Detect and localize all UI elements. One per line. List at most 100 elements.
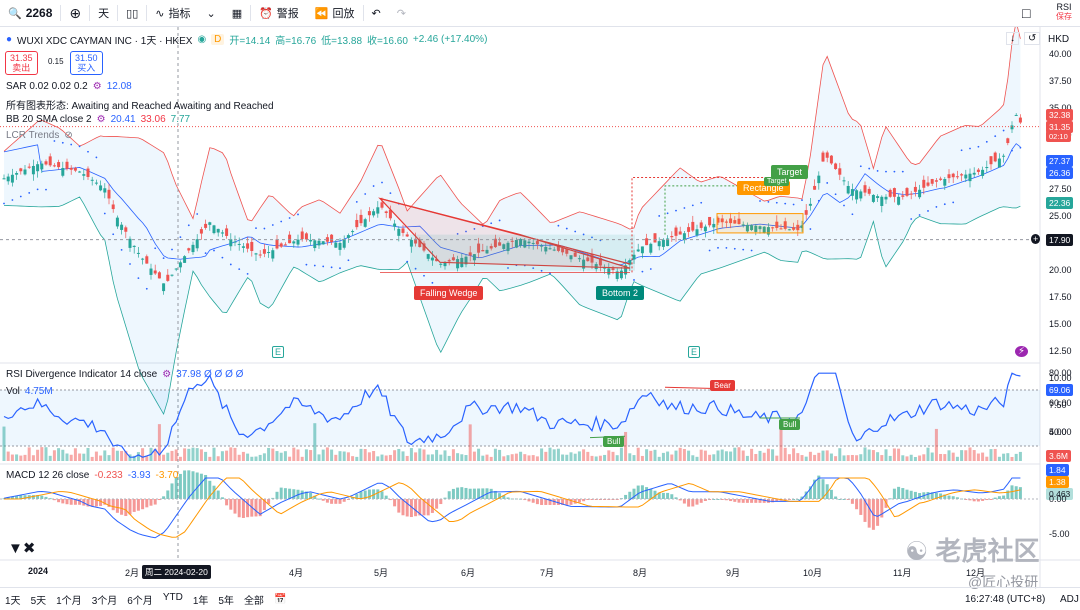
volume-bar xyxy=(758,450,762,461)
clock[interactable]: 16:27:48 (UTC+8) xyxy=(965,593,1046,605)
sar-dot xyxy=(137,277,140,280)
price-axis-label: 20.00 xyxy=(1049,265,1072,275)
bb-lower-line xyxy=(3,196,1021,416)
range-button[interactable]: YTD xyxy=(162,591,183,603)
macd-histogram-bar xyxy=(863,499,867,522)
fullscreen-button[interactable]: □ xyxy=(1014,0,1038,26)
tradingview-logo[interactable]: ▼✖ xyxy=(8,540,36,557)
macd-histogram-bar xyxy=(901,488,905,499)
macd-histogram-bar xyxy=(754,499,758,503)
eye-off-icon[interactable]: ⊘ xyxy=(64,130,73,141)
range-button[interactable]: 全部 xyxy=(243,595,264,607)
candle-body xyxy=(204,223,208,228)
macd-histogram-bar xyxy=(380,491,384,499)
chart-area[interactable]: ● WUXI XDC CAYMAN INC · 1天 · HKEX ◉ D 开=… xyxy=(0,27,1080,590)
macd-histogram-bar xyxy=(561,499,565,506)
sar-dot xyxy=(565,227,568,230)
macd-histogram-bar xyxy=(527,499,531,502)
volume-bar xyxy=(771,449,775,461)
volume-bar xyxy=(918,455,922,461)
price-axis-label: 17.50 xyxy=(1049,292,1072,302)
sar-dot xyxy=(297,213,299,216)
layout-button[interactable]: ▦ xyxy=(224,0,250,26)
symbol-search[interactable]: 🔍 2268 xyxy=(0,0,60,26)
sar-dot xyxy=(507,267,509,269)
alert-label: 警报 xyxy=(276,8,299,20)
undo-button[interactable]: ↶ xyxy=(364,0,389,26)
macd-histogram-bar xyxy=(342,499,346,502)
delay-badge: D xyxy=(211,34,225,45)
candle-body xyxy=(292,241,296,244)
replay-button[interactable]: ⏪ 回放 xyxy=(307,0,363,26)
sar-dot xyxy=(406,260,409,263)
chart-canvas[interactable] xyxy=(0,27,1080,587)
earnings-marker-2[interactable]: E xyxy=(688,346,701,358)
alert-button[interactable]: ⏰ 警报 xyxy=(251,0,307,26)
settings-icon[interactable]: ⚙ xyxy=(92,81,102,92)
candle-body xyxy=(657,241,661,247)
macd-histogram-bar xyxy=(477,488,481,499)
macd-histogram-bar xyxy=(15,495,19,499)
chart-type-button[interactable]: ▯▯ xyxy=(118,0,146,26)
candle-body xyxy=(489,246,493,249)
macd-histogram-bar xyxy=(1010,485,1014,499)
volume-bar xyxy=(36,449,40,461)
lcr-legend: LCR Trends ⊘ xyxy=(6,130,73,141)
macd-histogram-bar xyxy=(363,490,367,499)
volume-bar xyxy=(582,449,586,461)
settings-icon[interactable]: ⚙ xyxy=(162,369,172,380)
volume-bar xyxy=(829,453,833,461)
volume-bar xyxy=(271,448,275,461)
lightning-icon[interactable]: ⚡ xyxy=(1015,346,1029,357)
sar-dot xyxy=(683,207,686,209)
sar-dot xyxy=(347,259,350,262)
volume-bar xyxy=(905,456,909,461)
range-button[interactable]: 5年 xyxy=(218,595,234,607)
saved-layout[interactable]: RSI 保存 xyxy=(1056,2,1072,22)
sar-dot xyxy=(36,188,39,191)
target-label-2: Target xyxy=(764,177,790,186)
settings-icon[interactable]: ⚙ xyxy=(96,114,106,125)
range-button[interactable]: 1个月 xyxy=(56,595,82,607)
rewind-icon: ⏪ xyxy=(314,7,329,20)
macd-histogram-bar xyxy=(628,491,632,499)
indicators-icon: ∿ xyxy=(155,7,165,20)
indicators-button[interactable]: ∿ 指标 xyxy=(147,0,198,26)
range-button[interactable]: 6个月 xyxy=(127,595,153,607)
plus-button[interactable]: + xyxy=(1031,234,1041,244)
range-button[interactable]: 1年 xyxy=(192,595,209,607)
compare-button[interactable]: ⊕ xyxy=(61,0,89,26)
date-range-button[interactable]: 📅 xyxy=(269,594,291,605)
adj-toggle[interactable]: ADJ xyxy=(1060,593,1079,605)
range-button[interactable]: 3个月 xyxy=(91,595,118,607)
indicator-templates-button[interactable]: ⌄ xyxy=(198,0,223,26)
macd-histogram-bar xyxy=(939,493,943,499)
sell-button[interactable]: 31.35 卖出 xyxy=(5,51,38,75)
alarm-icon: ⏰ xyxy=(259,7,273,20)
macd-histogram-bar xyxy=(405,499,409,517)
macd-histogram-bar xyxy=(632,488,636,499)
sar-dot xyxy=(1002,129,1005,132)
volume-bar xyxy=(867,449,871,461)
range-button[interactable]: 5天 xyxy=(30,595,47,607)
volume-bar xyxy=(687,450,691,461)
candle-body xyxy=(103,188,107,193)
redo-button[interactable]: ↷ xyxy=(389,0,414,26)
range-button[interactable]: 1天 xyxy=(5,595,21,607)
sar-dot xyxy=(843,204,845,207)
candle-body xyxy=(502,244,506,249)
volume-bar xyxy=(120,450,124,461)
restore-button[interactable]: ↺ xyxy=(1024,32,1041,45)
scroll-down-button[interactable]: ↓ xyxy=(1006,32,1019,45)
interval-button[interactable]: 天 xyxy=(90,0,117,26)
candle-body xyxy=(687,227,691,232)
buy-button[interactable]: 31.50 买入 xyxy=(70,51,103,75)
candle-body xyxy=(876,196,880,199)
candle-body xyxy=(393,223,397,227)
volume-bar xyxy=(741,450,745,461)
candle-body xyxy=(850,189,854,196)
earnings-marker[interactable]: E xyxy=(272,346,285,358)
sar-value: 12.08 xyxy=(106,81,132,92)
candle-body xyxy=(800,225,804,229)
candle-body xyxy=(136,252,140,254)
